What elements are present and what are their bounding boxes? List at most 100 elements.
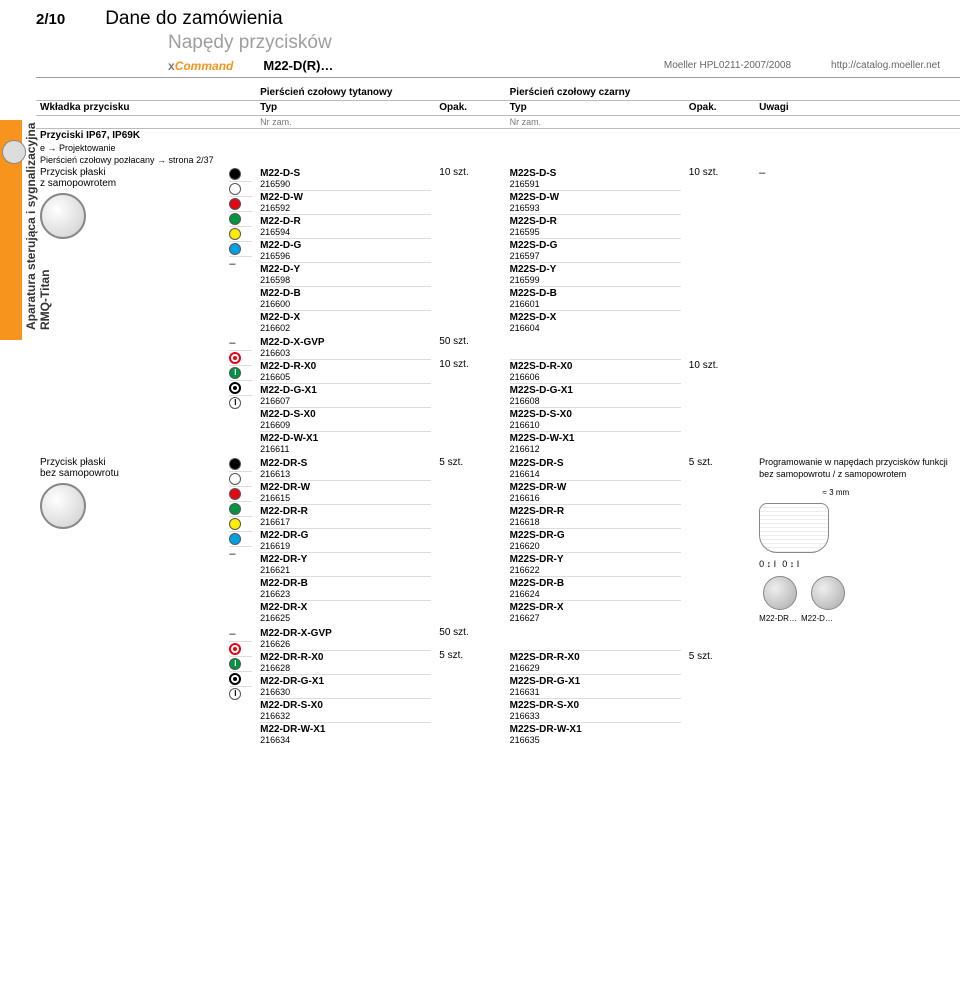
section-4-opak2: 5 szt. <box>685 626 755 747</box>
typ-cell: M22S-DR-S216614 <box>510 457 681 481</box>
color-swatch: I <box>229 367 241 379</box>
swatch-cell: I <box>229 687 252 701</box>
swatch-cell <box>229 672 252 687</box>
s2-opak1b: 10 szt. <box>439 359 501 370</box>
catalog-url: http://catalog.moeller.net <box>831 60 940 71</box>
typ-cell: M22S-DR-G-X1216631 <box>510 675 681 699</box>
typ-cell: M22S-D-S-X0216610 <box>510 408 681 432</box>
section-1-opak2: 10 szt. <box>685 166 755 335</box>
group-header: Przyciski IP67, IP69K <box>36 129 960 143</box>
typ-cell: M22S-D-W216593 <box>510 191 681 215</box>
swatch-cell: – <box>229 627 252 642</box>
title-1: Dane do zamówienia <box>105 8 282 30</box>
typ-cell: M22-DR-G-X1216630 <box>260 675 431 699</box>
brand-name: Command <box>175 59 234 73</box>
typ-cell: M22-DR-W216615 <box>260 481 431 505</box>
typ-cell: M22-D-R216594 <box>260 215 431 239</box>
section-1-label: Przycisk płaski z samopowrotem <box>40 167 221 189</box>
col-uwagi: Uwagi <box>755 101 960 116</box>
typ-cell <box>510 336 681 360</box>
section-2-typ1: M22-D-X-GVP216603M22-D-R-X0216605M22-D-G… <box>256 335 435 456</box>
swatch-cell <box>229 532 252 547</box>
typ-cell: M22S-DR-X216627 <box>510 601 681 624</box>
col-ring-black: Pierścień czołowy czarny <box>506 86 756 101</box>
col-typ-1: Typ <box>256 101 435 116</box>
col-typ-2: Typ <box>506 101 685 116</box>
typ-cell: M22S-DR-G216620 <box>510 529 681 553</box>
typ-cell: M22S-DR-W-X1216635 <box>510 723 681 746</box>
uwagi-text: Programowanie w napędach przycisków funk… <box>759 457 956 480</box>
rotary-d <box>811 576 845 610</box>
typ-cell: M22S-D-X216604 <box>510 311 681 334</box>
catalog-code: Moeller HPL0211-2007/2008 <box>664 60 791 71</box>
col-nrzam-1: Nr zam. <box>256 116 435 129</box>
typ-cell: M22S-DR-R216618 <box>510 505 681 529</box>
uwagi-illustration: ≈ 3 mm 0 ↕ I0 ↕ I M22-DR… M22-D… <box>759 488 849 624</box>
header-row-2: Wkładka przycisku Typ Opak. Typ Opak. Uw… <box>36 101 960 116</box>
typ-cell: M22S-D-Y216599 <box>510 263 681 287</box>
brand-prefix: x <box>168 59 175 73</box>
rail-text: Aparatura sterująca i sygnalizacyjna RMQ… <box>24 123 52 330</box>
color-swatch <box>229 352 241 364</box>
rotary-dr <box>763 576 797 610</box>
s4-opak2: 5 szt. <box>689 651 751 662</box>
color-swatch <box>229 503 241 515</box>
color-swatch <box>229 382 241 394</box>
swatch-cell <box>229 242 252 257</box>
section-1-swatches: – <box>225 166 256 335</box>
section-4-typ2: M22S-DR-R-X0216629M22S-DR-G-X1216631 M22S… <box>506 626 685 747</box>
typ-cell: M22-D-W-X1216611 <box>260 432 431 455</box>
arrows-row: 0 ↕ I0 ↕ I <box>759 559 849 571</box>
typ-cell: M22-DR-X-GVP216626 <box>260 627 431 651</box>
typ-cell: M22-DR-W-X1216634 <box>260 723 431 746</box>
color-swatch: I <box>229 658 241 670</box>
swatch-cell <box>229 457 252 472</box>
color-swatch: I <box>229 688 241 700</box>
swatch-cell <box>229 351 252 366</box>
col-opak-1: Opak. <box>435 101 505 116</box>
section-3-typ1: M22-DR-S216613M22-DR-W216615M22-DR-R2166… <box>256 456 435 626</box>
typ-cell: M22S-DR-R-X0216629 <box>510 651 681 675</box>
typ-cell: M22-DR-B216623 <box>260 577 431 601</box>
typ-cell: M22S-D-B216601 <box>510 287 681 311</box>
section-3-label: Przycisk płaski bez samopowrotu <box>40 457 221 479</box>
typ-cell: M22-D-G216596 <box>260 239 431 263</box>
design-note: e → Projektowanie <box>36 142 960 154</box>
section-4-opak1: 50 szt. 5 szt. <box>435 626 505 747</box>
section-3-opak1: 5 szt. <box>435 456 505 626</box>
section-3-uwagi: Programowanie w napędach przycisków funk… <box>755 456 960 626</box>
typ-cell: M22-D-B216600 <box>260 287 431 311</box>
section-4-typ1: M22-DR-X-GVP216626M22-DR-R-X0216628M22-D… <box>256 626 435 747</box>
color-swatch <box>229 458 241 470</box>
s2-opak1a: 50 szt. <box>439 336 501 347</box>
design-note-row: e → Projektowanie <box>36 142 960 154</box>
page-number: 2/10 <box>36 11 65 28</box>
header-right: Moeller HPL0211-2007/2008 http://catalog… <box>664 60 960 71</box>
typ-cell: M22S-D-R216595 <box>510 215 681 239</box>
color-swatch <box>229 243 241 255</box>
header-row-3: Nr zam. Nr zam. <box>36 116 960 129</box>
left-rail: Aparatura sterująca i sygnalizacyjna RMQ… <box>0 0 36 747</box>
color-swatch <box>229 228 241 240</box>
section-1-typ1: M22-D-S216590M22-D-W216592M22-D-R216594M… <box>256 166 435 335</box>
typ-cell: M22-DR-S-X0216632 <box>260 699 431 723</box>
typ-cell: M22-DR-X216625 <box>260 601 431 624</box>
swatch-cell <box>229 642 252 657</box>
s4-opak1a: 50 szt. <box>439 627 501 638</box>
section-1-uwagi: – <box>755 166 960 335</box>
color-swatch <box>229 488 241 500</box>
typ-cell: M22-D-Y216598 <box>260 263 431 287</box>
rotary-icon <box>2 140 26 164</box>
typ-cell: M22-DR-R-X0216628 <box>260 651 431 675</box>
swatch-cell <box>229 197 252 212</box>
swatch-cell: – <box>229 257 252 271</box>
typ-cell: M22S-D-W-X1216612 <box>510 432 681 455</box>
typ-cell: M22-DR-Y216621 <box>260 553 431 577</box>
col-ring-tyt: Pierścień czołowy tytanowy <box>256 86 506 101</box>
swatch-cell: I <box>229 366 252 381</box>
typ-cell: M22-DR-S216613 <box>260 457 431 481</box>
color-swatch <box>229 518 241 530</box>
section-1-opak1: 10 szt. <box>435 166 505 335</box>
group-header-row: Przyciski IP67, IP69K <box>36 129 960 143</box>
section-3: Przycisk płaski bez samopowrotu – M22-DR… <box>36 456 960 626</box>
